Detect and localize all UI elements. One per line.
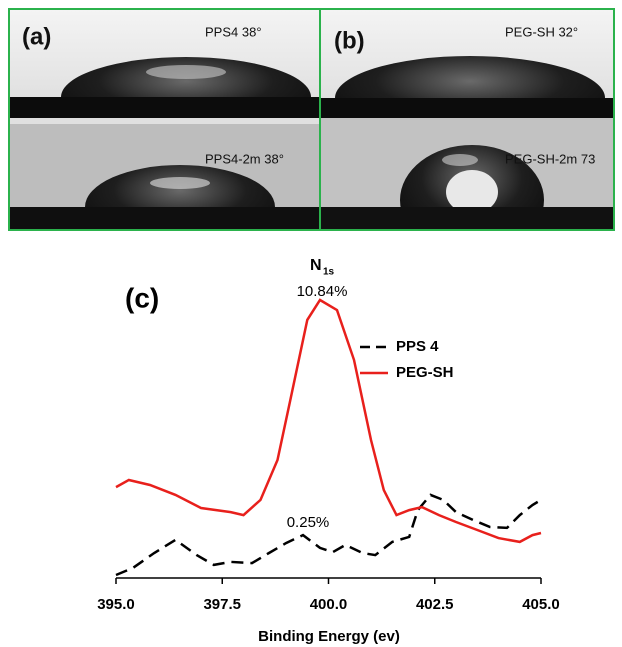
photo-caption: PPS4-2m 38° [205,151,284,166]
legend-label: PEG-SH [396,364,454,381]
x-tick-label: 395.0 [97,596,135,613]
x-tick-label: 402.5 [416,596,454,613]
x-tick-label: 400.0 [310,596,348,613]
series-line [115,298,542,544]
panel-label: (b) [334,27,365,54]
panel-label: (c) [125,282,159,313]
photos [8,8,615,231]
x-tick-label: 397.5 [203,596,241,613]
x-tick-label: 405.0 [522,596,560,613]
x-axis-label: Binding Energy (ev) [258,628,400,645]
photo-caption: PEG-SH 32° [505,24,578,39]
annotation: 10.84% [297,283,348,300]
annotation: 0.25% [287,514,330,531]
photo-caption: PEG-SH-2m 73 [505,151,595,166]
panel-label: (a) [22,23,51,50]
series-line [115,493,542,577]
legend-label: PPS 4 [396,338,439,355]
photo-caption: PPS4 38° [205,24,262,39]
chart-title: N [310,257,322,274]
chart-title-subscript: 1s [323,267,335,278]
